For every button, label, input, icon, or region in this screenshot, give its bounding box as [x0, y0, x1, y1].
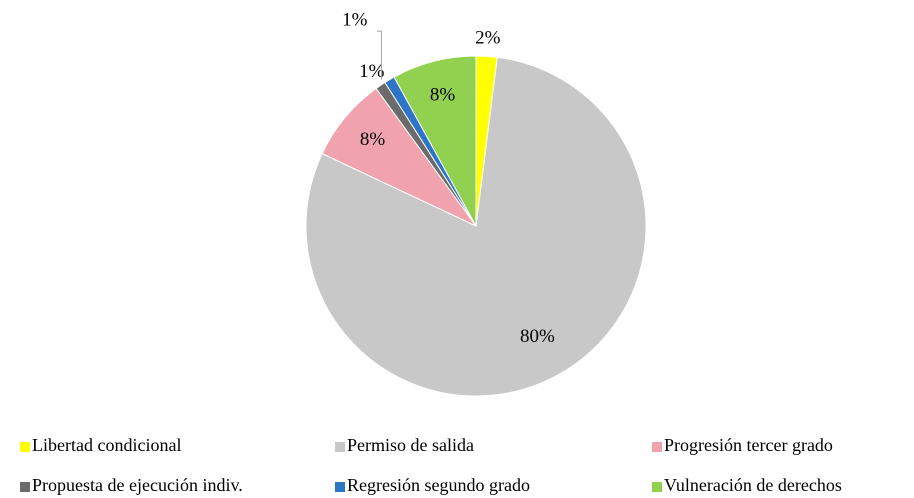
legend-label: Progresión tercer grado [664, 435, 833, 455]
legend-label: Permiso de salida [347, 435, 474, 455]
legend-label: Propuesta de ejecución indiv. [32, 475, 243, 495]
data-label: 8% [430, 84, 456, 105]
legend-label: Libertad condicional [32, 435, 181, 455]
data-label: 8% [360, 129, 386, 150]
legend-swatch [652, 482, 662, 492]
pie-slice [393, 55, 477, 227]
data-label: 2% [475, 28, 501, 49]
data-label: 80% [520, 326, 555, 347]
legend-swatch [20, 442, 30, 452]
data-label: 1% [342, 10, 368, 31]
pie-slice [305, 56, 647, 397]
legend-swatch [20, 482, 30, 492]
legend-swatch [652, 442, 662, 452]
legend-label: Regresión segundo grado [347, 475, 530, 495]
data-label: 1% [359, 61, 385, 82]
leader-line [376, 30, 382, 80]
legend-swatch [335, 482, 345, 492]
legend-swatch [335, 442, 345, 452]
legend-label: Vulneración de derechos [664, 475, 842, 495]
